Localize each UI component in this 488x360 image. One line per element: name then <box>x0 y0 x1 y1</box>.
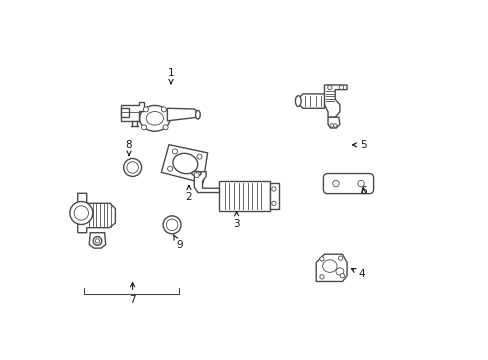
Circle shape <box>172 149 177 154</box>
Circle shape <box>194 172 199 177</box>
Polygon shape <box>78 193 115 233</box>
Circle shape <box>166 219 178 230</box>
Circle shape <box>329 124 333 127</box>
Circle shape <box>167 166 172 171</box>
Circle shape <box>163 216 181 234</box>
Text: 6: 6 <box>360 186 366 197</box>
Circle shape <box>339 85 343 90</box>
Circle shape <box>142 125 146 130</box>
Ellipse shape <box>295 96 301 107</box>
Polygon shape <box>269 183 278 209</box>
Circle shape <box>333 124 336 127</box>
Text: 8: 8 <box>125 140 132 156</box>
Ellipse shape <box>335 268 343 275</box>
Ellipse shape <box>139 105 170 131</box>
Ellipse shape <box>191 171 201 176</box>
Circle shape <box>93 237 102 245</box>
Circle shape <box>123 158 142 176</box>
Circle shape <box>161 107 166 112</box>
Polygon shape <box>324 85 346 117</box>
Ellipse shape <box>146 112 163 125</box>
Text: 1: 1 <box>167 68 174 84</box>
Text: 4: 4 <box>351 269 365 279</box>
Polygon shape <box>327 117 339 128</box>
Polygon shape <box>167 108 198 121</box>
Text: 5: 5 <box>352 140 366 150</box>
FancyBboxPatch shape <box>323 174 373 194</box>
Circle shape <box>271 201 276 206</box>
Polygon shape <box>194 172 219 193</box>
Polygon shape <box>161 145 207 183</box>
Text: 3: 3 <box>233 212 240 229</box>
Circle shape <box>332 180 339 187</box>
Polygon shape <box>298 94 324 108</box>
Circle shape <box>327 85 331 90</box>
Text: 9: 9 <box>173 235 182 250</box>
Ellipse shape <box>322 260 336 273</box>
Ellipse shape <box>195 111 200 119</box>
Polygon shape <box>121 102 144 121</box>
Circle shape <box>271 187 276 191</box>
Circle shape <box>163 125 168 130</box>
Circle shape <box>126 162 138 173</box>
Circle shape <box>319 257 324 261</box>
Circle shape <box>95 239 100 243</box>
Circle shape <box>143 107 148 112</box>
Text: 7: 7 <box>129 283 136 305</box>
Circle shape <box>197 154 202 159</box>
Polygon shape <box>219 181 269 211</box>
Circle shape <box>319 275 324 279</box>
Circle shape <box>70 202 93 225</box>
Circle shape <box>74 206 88 220</box>
Circle shape <box>340 274 344 278</box>
Polygon shape <box>316 254 346 282</box>
Circle shape <box>338 256 342 260</box>
Text: 2: 2 <box>185 185 192 202</box>
Polygon shape <box>89 233 105 248</box>
Ellipse shape <box>173 153 197 174</box>
Bar <box>121 108 128 117</box>
Circle shape <box>357 180 364 187</box>
